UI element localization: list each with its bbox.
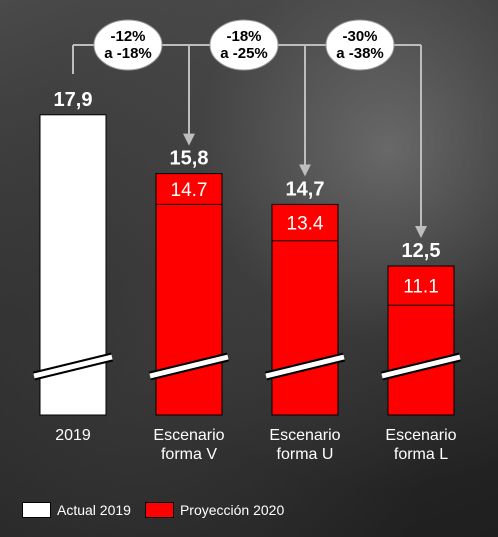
bar-3 [387, 265, 455, 416]
category-label-0: 2019 [55, 427, 91, 444]
legend-item-actual: Actual 2019 [22, 502, 131, 518]
bar-1 [155, 173, 223, 416]
axis-break-3 [381, 354, 461, 379]
category-label-1: Escenario forma V [153, 427, 224, 463]
callout-bubble-1 [209, 19, 279, 71]
callout-bubble-2 [325, 19, 395, 71]
legend-label-projection: Proyección 2020 [179, 502, 285, 518]
bar-2 [271, 203, 339, 416]
callout-text-2: -30% a -38% [336, 28, 384, 62]
legend-item-projection: Proyección 2020 [144, 502, 285, 518]
axis-break-2 [265, 354, 345, 379]
legend-swatch-actual [22, 502, 51, 518]
legend: Actual 2019 Proyección 2020 [22, 500, 298, 520]
callout-text-0: -12% a -18% [104, 28, 152, 62]
category-label-2: Escenario forma U [269, 427, 340, 463]
scenario-label-1: 14.7 [171, 180, 208, 201]
scenario-label-2: 13.4 [287, 214, 324, 235]
value-label-0: 17,9 [54, 89, 93, 111]
callout-bubble-0 [93, 19, 163, 71]
legend-label-actual: Actual 2019 [57, 502, 131, 518]
axis-break-1 [149, 354, 229, 379]
scenario-label-3: 11.1 [403, 277, 439, 298]
axis-break-0 [33, 354, 113, 379]
category-label-3: Escenario forma L [385, 427, 456, 463]
value-label-3: 12,5 [402, 240, 441, 262]
value-label-1: 15,8 [170, 148, 209, 170]
callout-text-1: -18% a -25% [220, 28, 268, 62]
legend-swatch-projection [144, 502, 174, 518]
value-label-2: 14,7 [286, 178, 325, 200]
